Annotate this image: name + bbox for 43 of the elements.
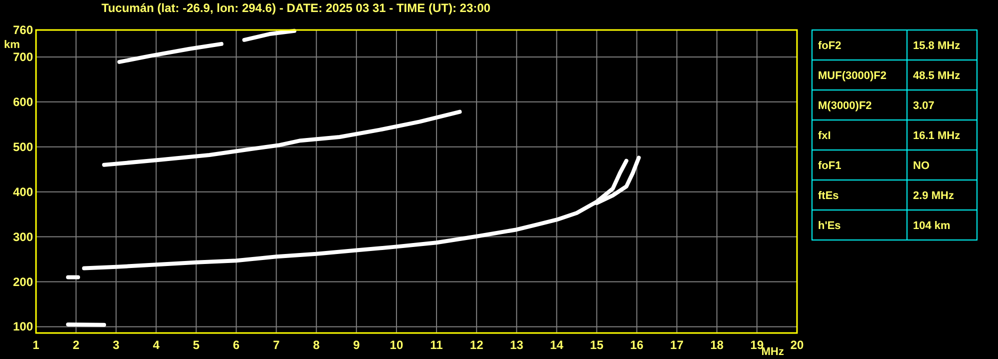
x-tick-label: 5 bbox=[192, 338, 200, 352]
y-tick-label: 200 bbox=[12, 274, 34, 289]
text: 16.1 MHz bbox=[913, 130, 961, 142]
y-tick-label: 700 bbox=[12, 50, 34, 64]
y-tick-label: 400 bbox=[12, 184, 34, 199]
text: 48.5 MHz bbox=[913, 70, 961, 82]
x-tick-label: 7 bbox=[272, 338, 280, 352]
y-tick-label: 300 bbox=[12, 230, 34, 244]
x-tick-label: 1 bbox=[32, 338, 40, 352]
text: h'Es bbox=[818, 220, 841, 232]
x-tick-label: 6 bbox=[232, 338, 240, 352]
text: MUF(3000)F2 bbox=[818, 70, 886, 82]
y-tick-label: 500 bbox=[12, 140, 34, 154]
x-tick-label: 2 bbox=[72, 338, 80, 352]
x-tick-label: 14 bbox=[550, 338, 564, 352]
text: ftEs bbox=[818, 190, 839, 202]
x-tick-label: 12 bbox=[470, 338, 484, 352]
text: foF1 bbox=[818, 160, 842, 172]
x-tick-label: 3 bbox=[112, 338, 120, 352]
x-tick-label: 16 bbox=[630, 338, 644, 352]
text: foF2 bbox=[818, 40, 842, 52]
x-tick-label: 8 bbox=[313, 338, 320, 352]
x-tick-label: 15 bbox=[590, 338, 604, 352]
text: fxI bbox=[818, 130, 831, 142]
x-tick-label: 11 bbox=[430, 338, 444, 352]
text: M(3000)F2 bbox=[818, 100, 872, 112]
x-tick-label: 4 bbox=[152, 338, 160, 352]
y-tick-label: 100 bbox=[12, 320, 34, 334]
y-tick-label: 760 bbox=[12, 23, 34, 37]
x-tick-label: 9 bbox=[353, 338, 360, 352]
text: 3.07 bbox=[913, 100, 934, 112]
x-tick-label: 13 bbox=[510, 338, 524, 352]
y-axis-title: km bbox=[4, 39, 20, 51]
text: 104 km bbox=[913, 220, 951, 232]
x-tick-label: 20 bbox=[790, 338, 804, 352]
y-tick-label: 600 bbox=[12, 94, 34, 109]
text: 2.9 MHz bbox=[913, 190, 954, 202]
chart-title: Tucumán (lat: -26.9, lon: 294.6) - DATE: 2025 03 31 - TIME (UT): 23:00 bbox=[102, 1, 491, 15]
x-tick-label: 10 bbox=[390, 338, 404, 352]
x-tick-label: 17 bbox=[670, 338, 684, 352]
text: NO bbox=[913, 160, 930, 172]
x-tick-label: 18 bbox=[710, 338, 724, 352]
text: 15.8 MHz bbox=[913, 40, 961, 52]
